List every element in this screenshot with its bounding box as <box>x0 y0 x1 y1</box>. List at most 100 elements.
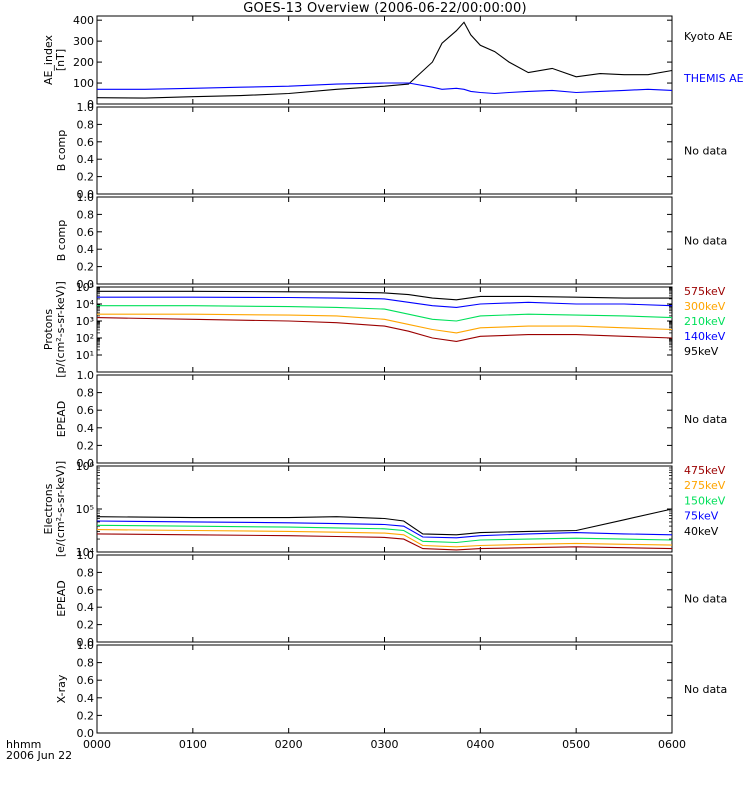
y-tick-label: 0.2 <box>77 171 95 184</box>
y-tick-label: 0.8 <box>77 208 95 221</box>
legend-entry: 95keV <box>684 345 719 358</box>
legend-entry: THEMIS AE <box>683 72 744 85</box>
panel-frame <box>96 15 673 105</box>
y-tick-label: 1.0 <box>77 191 95 204</box>
legend-entry: 150keV <box>684 494 726 507</box>
panel-frame <box>96 374 673 464</box>
y-tick-label: 0 <box>87 98 94 111</box>
series-line <box>96 529 673 548</box>
legend-entry: 210keV <box>684 315 726 328</box>
y-tick-label: 10⁵ <box>76 281 94 294</box>
series-line <box>97 296 673 308</box>
series-line <box>97 305 673 322</box>
y-tick-label: 0.4 <box>77 243 95 256</box>
y-tick-label: 1.0 <box>77 639 95 652</box>
y-tick-label: 10³ <box>76 315 94 328</box>
panel-frame <box>96 106 673 195</box>
panel-frame <box>96 196 673 285</box>
series-line <box>97 82 673 95</box>
panel-frame <box>96 644 673 734</box>
legend-entry: 75keV <box>684 510 719 523</box>
legend-entry: Kyoto AE <box>684 30 733 43</box>
series-line <box>96 21 673 99</box>
y-axis-label: EPEAD <box>55 401 68 438</box>
legend-entry: 575keV <box>684 285 726 298</box>
y-tick-label: 0.6 <box>77 136 95 149</box>
no-data-label: No data <box>684 145 727 158</box>
y-axis-label: B comp <box>55 130 68 172</box>
time-axis-label: hhmm 2006 Jun 22 <box>6 739 72 761</box>
panel-frame <box>96 286 673 373</box>
legend-entry: 275keV <box>684 479 726 492</box>
x-tick-label: 0200 <box>275 738 303 751</box>
y-tick-label: 10⁶ <box>76 460 95 473</box>
y-tick-label: 1.0 <box>77 549 95 562</box>
y-tick-label: 10⁴ <box>76 298 95 311</box>
series-line <box>96 508 673 536</box>
y-tick-label: 0.6 <box>77 584 95 597</box>
x-tick-label: 0300 <box>371 738 399 751</box>
series-line <box>97 313 673 334</box>
x-tick-label: 0000 <box>83 738 111 751</box>
legend-entry: 300keV <box>684 300 726 313</box>
y-tick-label: 0.6 <box>77 674 95 687</box>
series-line <box>97 290 672 301</box>
y-tick-label: 10⁵ <box>76 503 94 516</box>
time-axis-label-date: 2006 Jun 22 <box>6 749 73 762</box>
y-tick-label: 10¹ <box>76 349 94 362</box>
y-tick-label: 1.0 <box>77 101 95 114</box>
series-line <box>96 524 673 544</box>
y-tick-label: 0.4 <box>77 692 95 705</box>
y-axis-label: EPEAD <box>55 580 68 617</box>
no-data-label: No data <box>684 235 727 248</box>
y-tick-label: 0.8 <box>77 387 95 400</box>
y-axis-label: AE_index <box>42 34 55 85</box>
y-tick-label: 0.8 <box>77 566 95 579</box>
y-axis-label: B comp <box>55 220 68 262</box>
y-tick-label: 10² <box>76 332 94 345</box>
x-tick-label: 0600 <box>658 738 686 751</box>
y-axis-label: [e/(cm²-s-sr-keV)] <box>54 461 67 557</box>
no-data-label: No data <box>684 683 727 696</box>
y-axis-label: Electrons <box>42 483 55 534</box>
y-tick-label: 0.0 <box>77 278 95 291</box>
y-tick-label: 0.4 <box>77 601 95 614</box>
x-tick-label: 0500 <box>562 738 590 751</box>
y-tick-label: 0.0 <box>77 727 95 740</box>
y-tick-label: 1.0 <box>77 369 95 382</box>
y-tick-label: 200 <box>73 56 94 69</box>
series-line <box>96 520 673 539</box>
series-line <box>96 317 673 342</box>
time-axis-label-format: hhmm <box>6 738 42 751</box>
y-tick-label: 0.4 <box>77 153 95 166</box>
x-tick-label: 0400 <box>466 738 494 751</box>
y-tick-label: 0.6 <box>77 226 95 239</box>
y-tick-label: 0.0 <box>77 636 95 649</box>
series-line <box>96 533 673 551</box>
x-tick-label: 0100 <box>179 738 207 751</box>
y-axis-label: Protons <box>42 309 55 350</box>
y-axis-label: [p/(cm²-s-sr-keV)] <box>54 281 67 378</box>
no-data-label: No data <box>684 593 727 606</box>
y-tick-label: 0.0 <box>77 457 95 470</box>
y-tick-label: 10⁴ <box>76 546 95 559</box>
legend-entry: 475keV <box>684 464 726 477</box>
y-tick-label: 0.2 <box>77 439 95 452</box>
y-tick-label: 0.6 <box>77 404 95 417</box>
no-data-label: No data <box>684 413 727 426</box>
y-tick-label: 0.2 <box>77 709 95 722</box>
y-tick-label: 0.8 <box>77 118 95 131</box>
y-axis-label: X-ray <box>55 674 68 703</box>
y-tick-label: 0.0 <box>77 188 95 201</box>
panel-frame <box>96 554 673 643</box>
panel-frame <box>96 465 673 553</box>
y-tick-label: 100 <box>73 77 94 90</box>
y-tick-label: 400 <box>73 14 94 27</box>
y-tick-label: 0.2 <box>77 261 95 274</box>
y-tick-label: 0.2 <box>77 619 95 632</box>
y-axis-label: [nT] <box>54 49 67 71</box>
page-title: GOES-13 Overview (2006-06-22/00:00:00) <box>243 1 527 16</box>
y-tick-label: 300 <box>73 35 94 48</box>
y-tick-label: 0.4 <box>77 422 95 435</box>
